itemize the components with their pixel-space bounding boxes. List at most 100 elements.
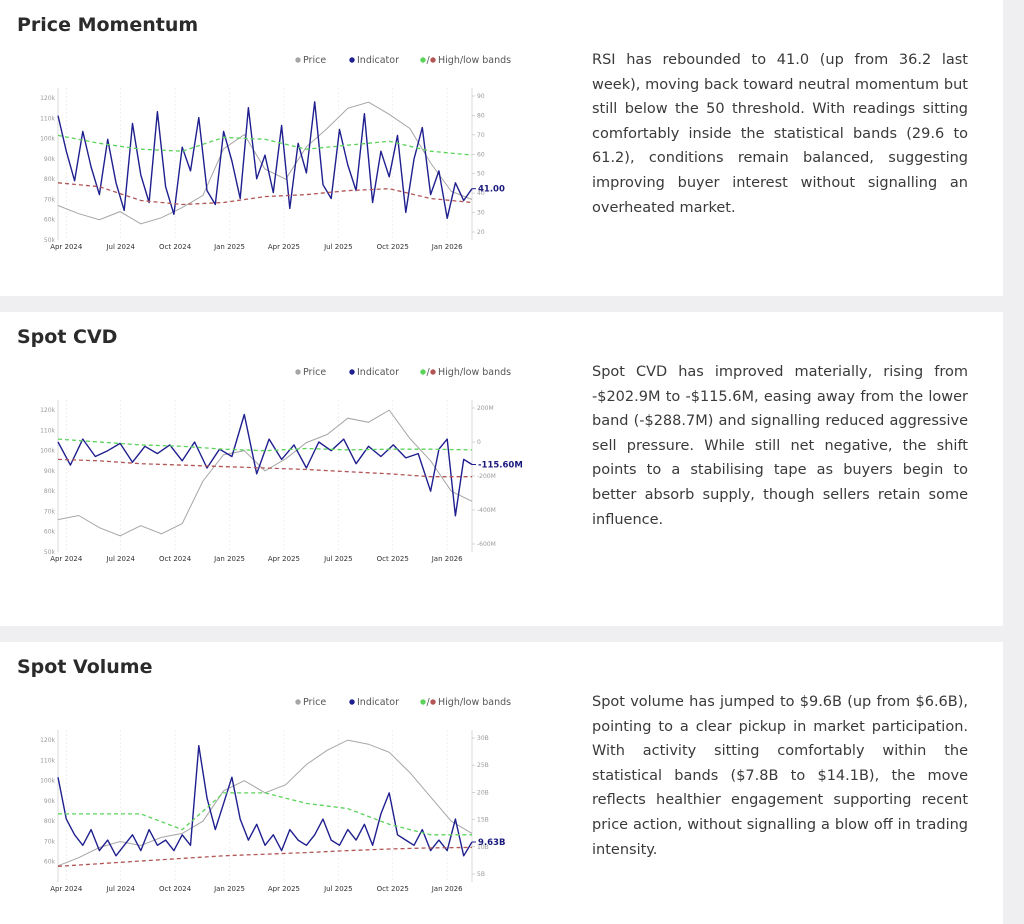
y-right-tick-label: -200M (477, 473, 496, 480)
y-right-tick-label: -600M (477, 541, 496, 548)
legend-indicator-dot (349, 699, 355, 705)
legend-bands-dot-2 (430, 369, 436, 375)
y-left-tick-label: 70k (44, 838, 56, 845)
low-band-line (57, 846, 473, 867)
legend-bands-slash: / (427, 367, 431, 378)
x-tick-label: Jan 2025 (213, 885, 245, 893)
y-right-tick-label: 20B (477, 789, 489, 796)
y-left-tick-label: 100k (40, 136, 55, 143)
legend-indicator-label: Indicator (357, 697, 399, 708)
x-tick-label: Oct 2024 (159, 243, 192, 251)
section-description: RSI has rebounded to 41.0 (up from 36.2 … (592, 52, 968, 216)
y-right-tick-label: -400M (477, 507, 496, 514)
legend-indicator-label: Indicator (357, 55, 399, 66)
legend-bands-dot (420, 699, 426, 705)
legend-indicator-label: Indicator (357, 367, 399, 378)
high-band-line (58, 792, 472, 836)
y-left-tick-label: 50k (44, 549, 56, 556)
spot-cvd-card: Spot CVD Price Indicator / High/low bands Ap… (0, 312, 1003, 626)
spot-cvd-chart: Price Indicator / High/low bands Apr 2024 Jul… (30, 356, 530, 576)
y-right-tick-label: 80 (477, 112, 485, 119)
y-left-tick-label: 90k (44, 156, 56, 163)
price-momentum-card: Price Momentum Price Indicator / High/low b… (0, 0, 1003, 296)
indicator-line (57, 413, 473, 517)
y-right-tick-label: 15B (477, 817, 489, 824)
y-left-tick-label: 80k (44, 818, 56, 825)
legend-bands-dot-2 (430, 699, 436, 705)
y-right-tick-label: 25B (477, 762, 489, 769)
y-right-tick-label: 70 (477, 132, 485, 139)
y-left-tick-label: 70k (44, 508, 56, 515)
price-momentum-chart: Price Indicator / High/low bands Apr 2024 Jul… (30, 44, 530, 264)
y-right-tick-label: 30 (477, 210, 485, 217)
legend-bands-dot (420, 57, 426, 63)
y-left-tick-label: 110k (40, 115, 55, 122)
high-band-line (57, 134, 473, 156)
indicator-line (57, 101, 473, 220)
section-title: Spot CVD (17, 326, 118, 348)
x-tick-label: Oct 2024 (159, 555, 192, 563)
y-left-tick-label: 120k (40, 95, 55, 102)
y-left-tick-label: 50k (44, 237, 56, 244)
y-left-tick-label: 60k (44, 859, 56, 866)
y-left-tick-label: 70k (44, 196, 56, 203)
x-tick-label: Jan 2025 (213, 243, 245, 251)
y-right-tick-label: 40 (477, 190, 485, 197)
y-right-tick-label: 0 (477, 439, 481, 446)
y-right-tick-label: 50 (477, 171, 485, 178)
y-right-tick-label: 10B (477, 844, 489, 851)
legend-price-label: Price (303, 697, 326, 708)
legend-bands-slash: / (427, 697, 431, 708)
y-right-tick-label: 20 (477, 229, 485, 236)
legend-price-label: Price (303, 367, 326, 378)
y-left-tick-label: 90k (44, 798, 56, 805)
y-left-tick-label: 100k (40, 778, 55, 785)
legend-price-label: Price (303, 55, 326, 66)
x-tick-label: Jul 2024 (105, 555, 135, 563)
y-left-tick-label: 80k (44, 176, 56, 183)
legend-bands-slash: / (427, 55, 431, 66)
section-title: Price Momentum (17, 14, 199, 36)
current-value-label: -115.60M (478, 461, 523, 471)
x-tick-label: Oct 2025 (377, 243, 409, 251)
indicator-line (57, 745, 473, 857)
legend-bands-dot (420, 369, 426, 375)
x-tick-label: Jan 2026 (431, 243, 463, 251)
legend-price-dot (295, 369, 301, 375)
price-line (57, 101, 473, 225)
x-tick-label: Apr 2025 (268, 555, 300, 563)
spot-volume-chart: Price Indicator / High/low bands Apr 2024 Jul… (30, 686, 530, 906)
legend-bands-label: High/low bands (438, 55, 511, 66)
y-left-tick-label: 110k (40, 427, 55, 434)
section-description: Spot volume has jumped to $9.6B (up from… (592, 694, 968, 858)
current-value-label: 9.63B (478, 838, 505, 848)
low-band-line (57, 182, 473, 206)
high-band-line (57, 438, 473, 452)
price-line (57, 739, 473, 867)
y-left-tick-label: 120k (40, 407, 55, 414)
legend-bands-dot-2 (430, 57, 436, 63)
legend-bands-label: High/low bands (438, 367, 511, 378)
y-left-tick-label: 60k (44, 529, 56, 536)
y-right-tick-label: 60 (477, 151, 485, 158)
legend-price-dot (295, 699, 301, 705)
x-tick-label: Jul 2024 (105, 885, 135, 893)
x-tick-label: Jan 2026 (431, 885, 463, 893)
section-description: Spot CVD has improved materially, rising… (592, 364, 968, 528)
y-left-tick-label: 90k (44, 468, 56, 475)
legend-price-dot (295, 57, 301, 63)
y-right-tick-label: 30B (477, 735, 489, 742)
legend-indicator-dot (349, 369, 355, 375)
chart-svg: Price Indicator / High/low bands Apr 2024 Jul… (40, 367, 523, 563)
y-right-tick-label: 90 (477, 93, 485, 100)
x-tick-label: Jul 2025 (323, 555, 353, 563)
y-left-tick-label: 120k (40, 737, 55, 744)
legend-bands-label: High/low bands (438, 697, 511, 708)
x-tick-label: Apr 2025 (268, 243, 300, 251)
x-tick-label: Jul 2024 (105, 243, 135, 251)
x-tick-label: Jul 2025 (323, 885, 353, 893)
chart-svg: Price Indicator / High/low bands Apr 2024 Jul… (40, 55, 511, 251)
section-title: Spot Volume (17, 656, 153, 678)
y-right-tick-label: 200M (477, 405, 494, 412)
y-right-tick-label: 5B (477, 871, 485, 878)
